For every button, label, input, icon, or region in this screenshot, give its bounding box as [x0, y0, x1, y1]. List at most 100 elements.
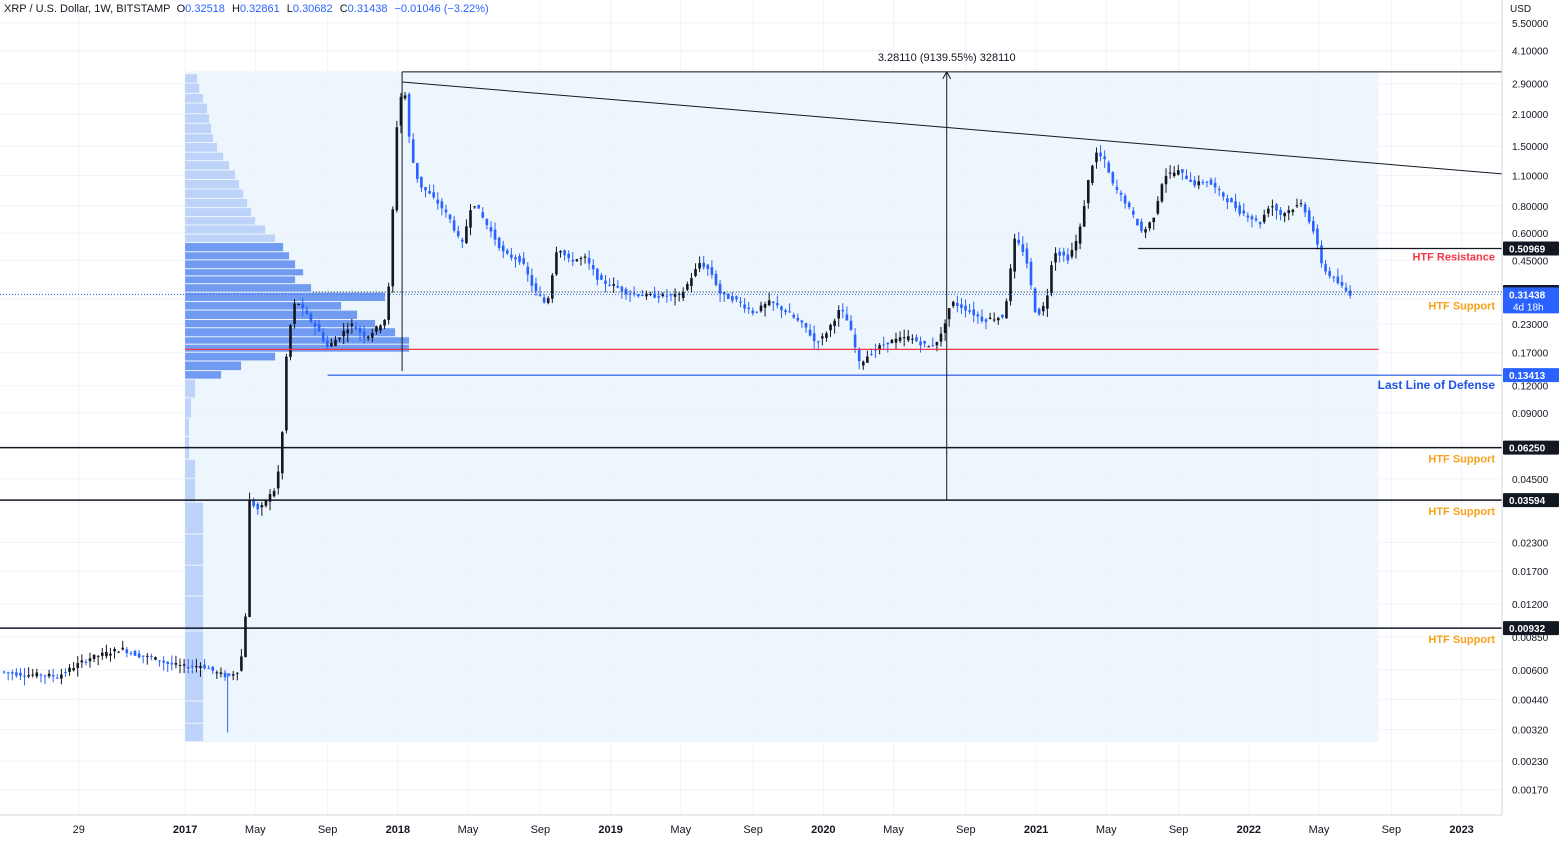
candle-body [600, 275, 603, 280]
candle-body [1197, 181, 1201, 186]
candle-body [150, 655, 153, 658]
candle-body [88, 658, 92, 662]
candle-body [731, 296, 734, 301]
open-value: 0.32518 [185, 3, 225, 15]
candle-body [514, 257, 517, 260]
candle-body [276, 471, 280, 489]
candle-body [714, 273, 718, 285]
time-tick-label: May [1096, 824, 1117, 836]
candle-body [641, 294, 644, 297]
high-value: 0.32861 [239, 3, 280, 15]
candle-body [80, 660, 84, 663]
candle-body [68, 667, 71, 672]
candle-body [170, 662, 174, 665]
candle-body [481, 212, 485, 218]
candle-body [951, 301, 955, 307]
candle-body [784, 310, 787, 313]
candle-body [268, 494, 272, 502]
volume-profile-bar [185, 83, 200, 93]
candle-body [223, 672, 227, 678]
candle-body [260, 505, 264, 508]
candle-body [219, 672, 223, 674]
candle-body [518, 256, 521, 263]
time-tick-label: Sep [531, 824, 551, 836]
candle-body [47, 673, 51, 677]
candle-body [64, 671, 67, 673]
volume-profile-bar [185, 260, 296, 269]
candle-body [358, 327, 362, 333]
candle-body [395, 127, 399, 211]
candle-body [935, 341, 939, 346]
candle-body [231, 674, 235, 676]
candle-body [1140, 221, 1143, 232]
candle-body [1312, 221, 1315, 232]
price-tick-label: 0.01200 [1512, 600, 1549, 611]
candle-body [1082, 206, 1086, 227]
candle-body [60, 674, 63, 679]
candle-body [199, 666, 202, 668]
candle-body [943, 323, 947, 333]
volume-profile-bar [185, 352, 276, 361]
candle-body [432, 192, 435, 198]
volume-profile-bar [185, 243, 284, 252]
candle-body [477, 204, 480, 209]
candle-body [1267, 208, 1270, 214]
candle-body [485, 219, 489, 226]
time-axis-bg [0, 815, 1562, 843]
candle-body [1136, 218, 1139, 226]
candle-body [387, 286, 390, 320]
price-badge-label: 0.31438 [1509, 290, 1546, 301]
candle-body [6, 672, 10, 674]
candle-body [792, 314, 796, 318]
candle-body [866, 356, 869, 363]
price-tick-label: 1.50000 [1512, 142, 1549, 153]
candle-body [902, 337, 906, 339]
candle-body [575, 259, 579, 261]
candle-body [1074, 241, 1078, 251]
volume-profile-bar [185, 723, 204, 742]
candle-body [583, 256, 587, 258]
candle-body [645, 293, 648, 297]
volume-profile-bar [185, 478, 196, 502]
candle-body [1185, 175, 1188, 180]
price-tick-label: 4.10000 [1512, 47, 1549, 58]
candle-body [1123, 195, 1127, 204]
candle-body [416, 162, 419, 179]
candle-body [133, 651, 137, 656]
time-tick-label: May [1309, 824, 1330, 836]
candle-body [497, 237, 501, 248]
candle-body [992, 319, 996, 321]
price-tick-label: 0.00170 [1512, 786, 1549, 797]
volume-profile-bar [185, 596, 204, 631]
candle-body [906, 336, 910, 341]
time-tick-label: 2023 [1449, 824, 1473, 836]
price-tick-label: 0.23000 [1512, 320, 1549, 331]
price-tick-label: 2.90000 [1512, 80, 1549, 91]
volume-profile-bar [185, 371, 222, 379]
candle-body [890, 339, 894, 344]
candle-body [510, 254, 513, 258]
candle-body [812, 333, 816, 342]
candle-body [771, 301, 775, 304]
price-tick-label: 0.45000 [1512, 256, 1549, 267]
candle-body [391, 209, 395, 287]
candle-body [947, 308, 951, 320]
volume-profile-bar [185, 217, 256, 225]
candle-body [285, 356, 288, 431]
candle-body [698, 263, 701, 269]
candle-body [571, 259, 575, 262]
candle-body [1078, 226, 1082, 244]
candle-body [821, 336, 824, 339]
candle-body [759, 305, 763, 312]
volume-profile-bar [185, 337, 410, 344]
candle-body [1246, 215, 1250, 218]
candle-body [1033, 288, 1037, 313]
volume-profile-bar [185, 123, 212, 134]
candle-body [1054, 253, 1057, 263]
candle-body [240, 656, 243, 671]
price-badge-label: 0.06250 [1509, 444, 1546, 455]
candle-body [1299, 203, 1303, 205]
candle-body [780, 306, 783, 311]
